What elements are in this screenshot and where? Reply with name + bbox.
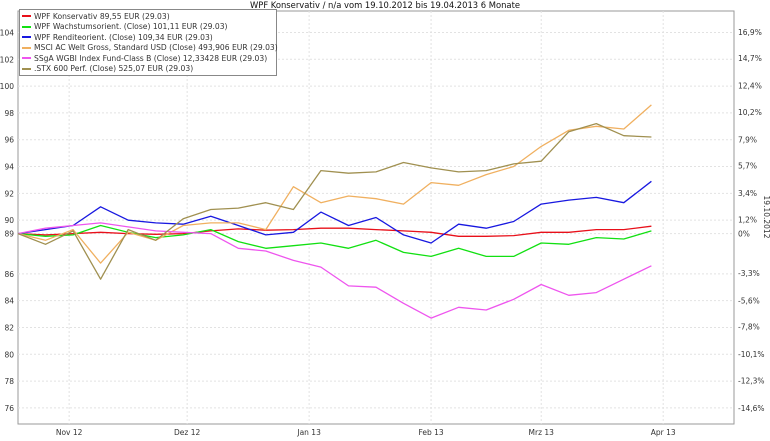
legend-entry: SSgA WGBI Index Fund-Class B (Close) 12,… [22, 53, 274, 64]
y-tick-label: 78 [4, 377, 14, 386]
legend-entry: WPF Renditeorient. (Close) 109,34 EUR (2… [22, 32, 274, 43]
legend-label: MSCI AC Welt Gross, Standard USD (Close)… [34, 43, 278, 53]
y-right-tick-label: 10,2% [738, 108, 762, 117]
legend: WPF Konservativ 89,55 EUR (29.03) WPF Wac… [19, 9, 278, 76]
y-tick-label: 104 [0, 28, 14, 37]
y-tick-label: 100 [0, 82, 14, 91]
series-lines [17, 104, 652, 319]
legend-entry: MSCI AC Welt Gross, Standard USD (Close)… [22, 43, 278, 54]
series-line [17, 224, 652, 258]
y-tick-label: 94 [4, 163, 14, 172]
y-right-tick-label: -3,3% [738, 269, 760, 278]
series-line [17, 180, 652, 244]
legend-label: SSgA WGBI Index Fund-Class B (Close) 12,… [34, 53, 268, 63]
y-right-tick-label: 16,9% [738, 28, 762, 37]
y-tick-label: 102 [0, 55, 14, 64]
date-stamp: 19.10.2012 [762, 196, 770, 239]
legend-label: WPF Renditeorient. (Close) 109,34 EUR (2… [34, 32, 213, 42]
legend-swatch [22, 25, 31, 28]
y-right-tick-label: 1,2% [738, 215, 757, 224]
axes: 104 102 100 98 96 94 92 90 89 86 84 82 80 78 76 16,9% 14… [0, 28, 765, 437]
x-tick-label: Apr 13 [651, 428, 676, 437]
grid [18, 11, 734, 424]
legend-swatch [22, 46, 31, 49]
legend-swatch [22, 67, 31, 70]
chart-title: WPF Konservativ / n/a vom 19.10.2012 bis… [249, 0, 520, 10]
y-right-tick-label: -14,6% [738, 404, 765, 413]
legend-entry: WPF Wachstumsorient. (Close) 101,11 EUR … [22, 22, 274, 33]
y-right-tick-label: 3,4% [738, 189, 757, 198]
y-right-tick-label: -7,8% [738, 323, 760, 332]
y-right-tick-label: 14,7% [738, 54, 762, 63]
y-tick-label: 96 [4, 136, 14, 145]
legend-entry: .STX 600 Perf. (Close) 525,07 EUR (29.03… [22, 64, 274, 75]
legend-label: WPF Wachstumsorient. (Close) 101,11 EUR … [34, 22, 228, 32]
x-tick-label: Jan 13 [296, 428, 321, 437]
legend-label: .STX 600 Perf. (Close) 525,07 EUR (29.03… [34, 64, 194, 74]
series-line [17, 122, 652, 280]
y-tick-label: 82 [4, 323, 14, 332]
y-right-tick-label: 5,7% [738, 162, 757, 171]
y-right-tick-label: -5,6% [738, 296, 760, 305]
series-line [17, 222, 652, 319]
y-tick-label: 90 [4, 216, 14, 225]
y-tick-label: 76 [4, 404, 14, 413]
x-tick-label: Dez 12 [174, 428, 200, 437]
y-tick-label: 98 [4, 109, 14, 118]
y-right-tick-label: 12,4% [738, 82, 762, 91]
legend-label: WPF Konservativ 89,55 EUR (29.03) [34, 11, 170, 21]
legend-entry: WPF Konservativ 89,55 EUR (29.03) [22, 11, 274, 22]
y-right-tick-label: 0% [738, 230, 750, 239]
y-tick-label: 89 [4, 230, 14, 239]
y-right-tick-label: -10,1% [738, 350, 765, 359]
series-line [17, 225, 652, 237]
y-tick-label: 86 [4, 270, 14, 279]
legend-swatch [22, 36, 31, 39]
legend-swatch [22, 57, 31, 60]
y-tick-label: 84 [4, 297, 14, 306]
y-tick-label: 80 [4, 350, 14, 359]
y-right-tick-label: 7,9% [738, 135, 757, 144]
y-tick-label: 92 [4, 189, 14, 198]
x-tick-label: Feb 13 [418, 428, 443, 437]
legend-swatch [22, 15, 31, 18]
x-tick-label: Nov 12 [56, 428, 83, 437]
x-tick-label: Mrz 13 [529, 428, 555, 437]
y-right-tick-label: -12,3% [738, 376, 765, 385]
